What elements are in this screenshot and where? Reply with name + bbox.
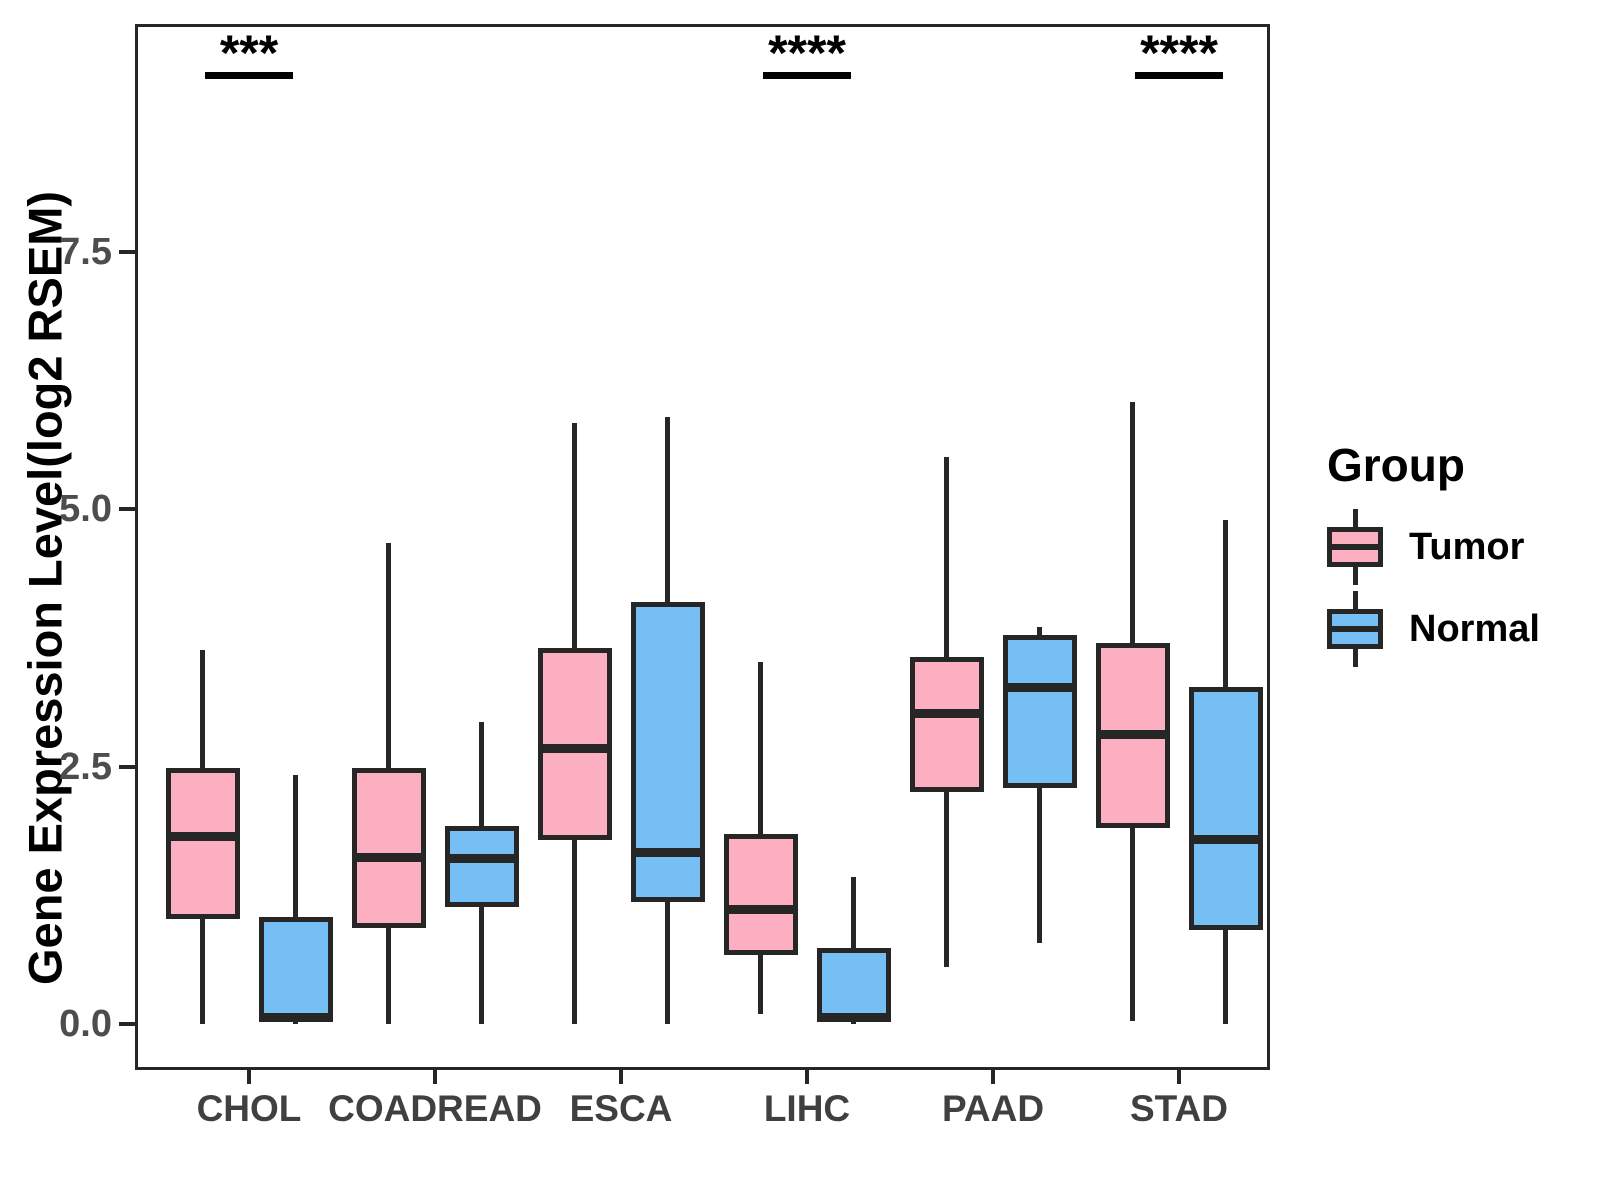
upper-whisker-normal-esca: [665, 416, 670, 603]
y-tick-mark: [119, 764, 135, 769]
y-tick-mark: [119, 1021, 135, 1026]
upper-whisker-tumor-stad: [1130, 402, 1135, 644]
upper-whisker-tumor-paad: [944, 457, 949, 657]
x-tick-mark: [991, 1070, 995, 1084]
upper-whisker-normal-paad: [1037, 626, 1042, 635]
significance-bar-lihc: [763, 72, 851, 79]
box-normal-chol: [258, 916, 333, 1022]
significance-stars-chol: ***: [219, 25, 279, 81]
median-line-tumor-paad: [909, 708, 984, 718]
key-median-icon: [1327, 544, 1383, 550]
x-tick-label-esca: ESCA: [569, 1088, 673, 1129]
lower-whisker-tumor-chol: [200, 918, 205, 1024]
upper-whisker-normal-chol: [293, 774, 298, 917]
median-line-normal-esca: [630, 848, 705, 858]
significance-bar-chol: [205, 72, 293, 79]
upper-whisker-tumor-esca: [572, 423, 577, 649]
key-whisker-icon: [1353, 591, 1358, 609]
lower-whisker-normal-stad: [1223, 930, 1228, 1024]
lower-whisker-normal-lihc: [851, 1021, 856, 1024]
lower-whisker-tumor-esca: [572, 839, 577, 1024]
median-line-tumor-chol: [165, 832, 240, 842]
median-line-tumor-stad: [1095, 730, 1170, 740]
upper-whisker-tumor-chol: [200, 650, 205, 768]
x-tick-mark: [247, 1070, 251, 1084]
box-normal-coadread: [444, 826, 519, 908]
y-tick-label: 0.0: [59, 1002, 112, 1045]
key-whisker-icon: [1353, 567, 1358, 585]
y-tick-mark: [119, 250, 135, 255]
x-tick-label-coadread: COADREAD: [328, 1088, 542, 1129]
legend-label-tumor: Tumor: [1409, 526, 1525, 568]
legend: Group Tumor Normal: [1327, 438, 1597, 672]
lower-whisker-tumor-lihc: [758, 954, 763, 1015]
y-tick-mark: [119, 507, 135, 512]
median-line-tumor-lihc: [723, 905, 798, 915]
y-tick-label: 5.0: [59, 488, 112, 531]
upper-whisker-tumor-coadread: [386, 543, 391, 768]
median-line-normal-paad: [1002, 682, 1077, 692]
key-whisker-icon: [1353, 509, 1358, 527]
x-tick-mark: [433, 1070, 437, 1084]
normal-boxplot-key-icon: [1327, 591, 1383, 667]
x-tick-label-paad: PAAD: [941, 1088, 1045, 1129]
lower-whisker-normal-esca: [665, 902, 670, 1024]
lower-whisker-normal-chol: [293, 1021, 298, 1024]
box-normal-stad: [1188, 687, 1263, 931]
upper-whisker-tumor-lihc: [758, 661, 763, 835]
box-tumor-chol: [165, 767, 240, 919]
x-tick-mark: [805, 1070, 809, 1084]
x-tick-label-chol: CHOL: [196, 1088, 302, 1129]
key-whisker-icon: [1353, 649, 1358, 667]
legend-entry-normal: Normal: [1327, 590, 1597, 668]
median-line-normal-stad: [1188, 835, 1263, 845]
legend-label-normal: Normal: [1409, 608, 1540, 650]
box-tumor-coadread: [351, 767, 426, 929]
key-median-icon: [1327, 626, 1383, 632]
lower-whisker-normal-paad: [1037, 788, 1042, 944]
legend-title: Group: [1327, 439, 1465, 491]
lower-whisker-tumor-paad: [944, 792, 949, 968]
x-tick-label-lihc: LIHC: [763, 1088, 851, 1129]
x-tick-mark: [1177, 1070, 1181, 1084]
box-tumor-paad: [909, 656, 984, 793]
tumor-boxplot-key-icon: [1327, 509, 1383, 585]
median-line-normal-coadread: [444, 853, 519, 863]
y-tick-label: 7.5: [59, 231, 112, 274]
lower-whisker-normal-coadread: [479, 907, 484, 1024]
upper-whisker-normal-coadread: [479, 722, 484, 827]
x-tick-mark: [619, 1070, 623, 1084]
median-line-normal-chol: [258, 1013, 333, 1023]
x-tick-label-stad: STAD: [1130, 1088, 1228, 1129]
median-line-normal-lihc: [816, 1013, 891, 1023]
box-normal-lihc: [816, 947, 891, 1022]
median-line-tumor-esca: [537, 743, 612, 753]
significance-stars-lihc: ****: [768, 25, 846, 81]
legend-entry-tumor: Tumor: [1327, 508, 1597, 586]
upper-whisker-normal-lihc: [851, 876, 856, 948]
upper-whisker-normal-stad: [1223, 519, 1228, 688]
significance-stars-stad: ****: [1140, 25, 1218, 81]
lower-whisker-tumor-coadread: [386, 928, 391, 1024]
lower-whisker-tumor-stad: [1130, 828, 1135, 1021]
median-line-tumor-coadread: [351, 852, 426, 862]
significance-bar-stad: [1135, 72, 1223, 79]
y-tick-label: 2.5: [59, 745, 112, 788]
box-tumor-lihc: [723, 834, 798, 955]
box-normal-paad: [1002, 634, 1077, 789]
